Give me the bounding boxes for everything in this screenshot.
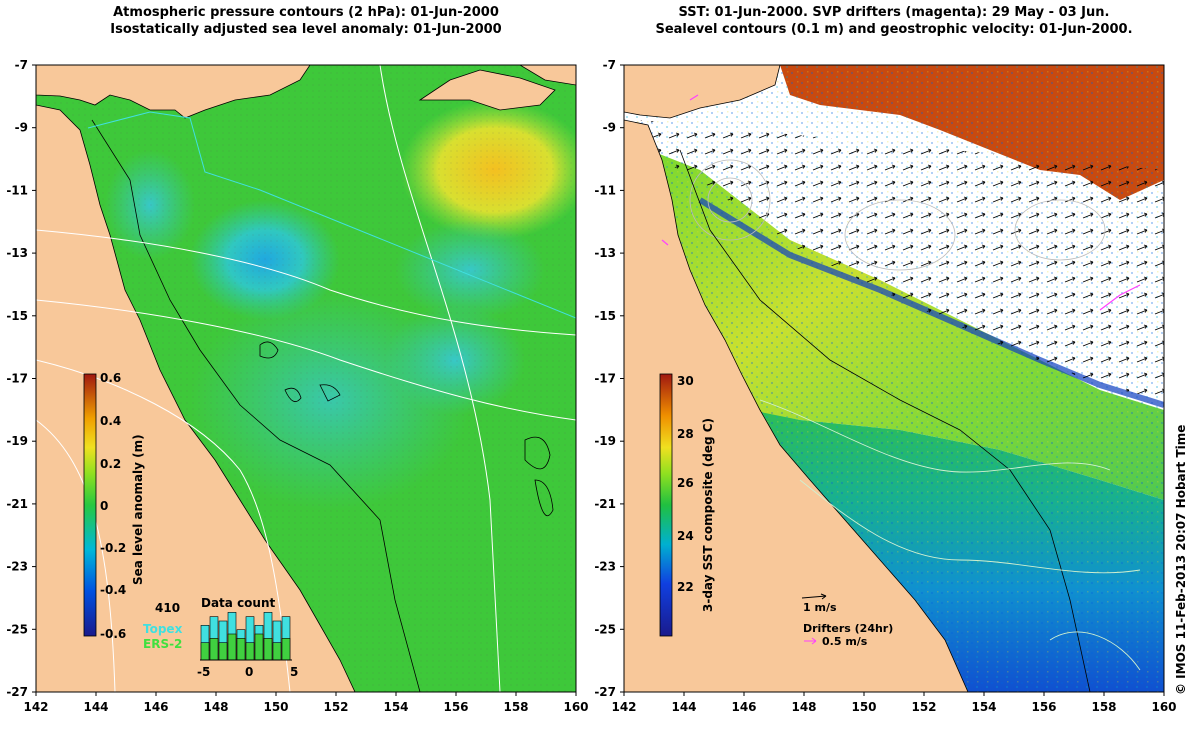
left-lon-tick-1: 144 [83,700,108,714]
left-lat-tick-1: -9 [15,121,28,135]
sla-tick-5: -0.4 [100,583,126,597]
ers2-bar-4 [236,638,246,661]
left-lon-tick-9: 160 [563,700,588,714]
sla-tick-0: 0.6 [100,371,121,385]
right-lon-tick-5: 152 [911,700,936,714]
right-lat-tick-1: -9 [603,121,616,135]
left-lat-tick-9: -25 [6,622,28,636]
legend-topex: Topex [143,622,183,636]
left-lat-tick-8: -23 [6,560,28,574]
left-lat-tick-7: -21 [6,497,28,511]
left-land-australia [36,104,356,692]
drifters-label: Drifters (24hr) [803,622,893,635]
velocity-scale-label: 1 m/s [803,601,837,614]
right-lon-tick-1: 144 [671,700,696,714]
ers2-bar-9 [281,638,291,661]
right-lat-tick-4: -15 [594,309,616,323]
right-land-png [624,65,781,119]
left-lon-tick-2: 146 [143,700,168,714]
right-map-title: SST: 01-Jun-2000. SVP drifters (magenta)… [624,4,1164,38]
ers2-bar-5 [245,642,255,661]
left-lon-tick-4: 150 [263,700,288,714]
left-lat-tick-5: -17 [6,372,28,386]
sla-tick-6: -0.6 [100,627,126,641]
left-land-new-britain [418,69,556,111]
ers2-bar-1 [209,638,219,661]
ers2-bar-2 [218,642,228,661]
left-lat-tick-0: -7 [15,58,28,72]
right-map [624,65,1164,692]
inset-x-tick-0: -5 [197,665,210,679]
sla-colorbar [83,373,97,637]
inset-max-count: 410 [155,601,180,615]
sla-tick-2: 0.2 [100,457,121,471]
left-lon-tick-6: 154 [383,700,408,714]
right-lat-tick-9: -25 [594,622,616,636]
data-count-inset: Data count 410 Topex ERS-2 -5 0 5 [143,596,298,679]
inset-x-tick-2: 5 [290,665,298,679]
sst-tick-2: 26 [677,476,694,490]
left-title-line1: Atmospheric pressure contours (2 hPa): 0… [113,5,499,20]
left-lat-tick-2: -11 [6,183,28,197]
sst-tick-1: 28 [677,427,694,441]
left-lon-tick-5: 152 [323,700,348,714]
sla-tick-1: 0.4 [100,414,121,428]
left-lat-tick-3: -13 [6,246,28,260]
right-lon-tick-8: 158 [1091,700,1116,714]
left-lon-tick-0: 142 [23,700,48,714]
sla-tick-3: 0 [100,499,108,513]
right-lat-tick-10: -27 [594,685,616,699]
inset-title: Data count [201,596,276,610]
sst-colorbar-ticks: 30 28 26 24 22 [677,374,694,594]
left-title-line2: Isostatically adjusted sea level anomaly… [110,22,502,37]
sst-colorbar-label: 3-day SST composite (deg C) [701,418,715,612]
right-lat-tick-2: -11 [594,183,616,197]
left-lon-tick-3: 148 [203,700,228,714]
left-lat-tick-6: -19 [6,434,28,448]
ers2-bar-6 [254,633,264,661]
ers2-bar-8 [272,642,282,661]
inset-bars [200,612,291,661]
right-lon-tick-7: 156 [1031,700,1056,714]
right-lat-tick-3: -13 [594,246,616,260]
left-map [36,65,576,692]
left-lat-tick-4: -15 [6,309,28,323]
right-lon-tick-3: 148 [791,700,816,714]
legend-ers2: ERS-2 [143,637,182,651]
left-lon-tick-7: 156 [443,700,468,714]
right-lon-tick-2: 146 [731,700,756,714]
sla-colorbar-ticks: 0.6 0.4 0.2 0 -0.2 -0.4 -0.6 [100,371,126,641]
right-lon-tick-6: 154 [971,700,996,714]
velocity-legend: 1 m/s Drifters (24hr) 0.5 m/s [801,593,893,648]
ers2-bar-3 [227,633,237,661]
right-title-line2: Sealevel contours (0.1 m) and geostrophi… [655,22,1133,37]
right-title-line1: SST: 01-Jun-2000. SVP drifters (magenta)… [678,5,1110,20]
left-land-png [36,65,311,119]
sst-tick-4: 22 [677,580,694,594]
sst-tick-0: 30 [677,374,694,388]
ers2-bar-7 [263,638,273,661]
left-map-title: Atmospheric pressure contours (2 hPa): 0… [36,4,576,38]
sla-colorbar-label: Sea level anomaly (m) [131,434,145,585]
right-lon-tick-0: 142 [611,700,636,714]
ers2-bar-0 [200,642,210,661]
right-lat-tick-0: -7 [603,58,616,72]
right-lat-tick-5: -17 [594,372,616,386]
drifter-speed-label: 0.5 m/s [822,635,868,648]
right-lon-tick-9: 160 [1151,700,1176,714]
right-lat-tick-7: -21 [594,497,616,511]
sla-tick-4: -0.2 [100,541,126,555]
right-lat-tick-6: -19 [594,434,616,448]
inset-x-tick-1: 0 [245,665,253,679]
left-lon-tick-8: 158 [503,700,528,714]
sst-tick-3: 24 [677,529,694,543]
imos-credit: © IMOS 11-Feb-2013 20:07 Hobart Time [1174,424,1188,695]
right-land-australia [624,119,969,692]
left-lat-tick-10: -27 [6,685,28,699]
sst-colorbar [659,373,673,637]
right-lon-tick-4: 150 [851,700,876,714]
right-lat-tick-8: -23 [594,560,616,574]
